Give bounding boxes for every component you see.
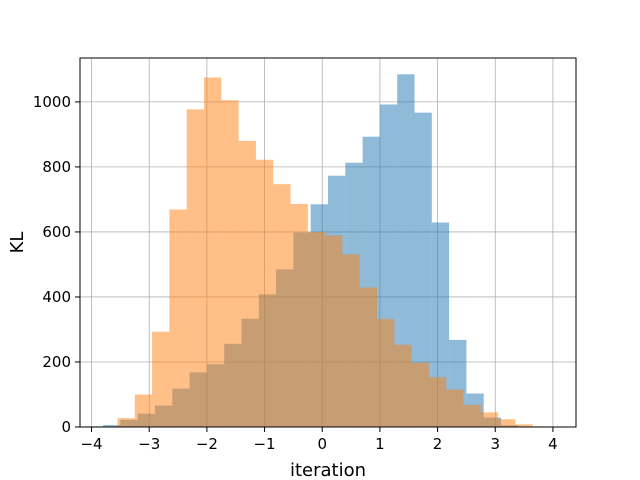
histogram-bar-series-2 xyxy=(134,394,153,427)
x-tick-label: −1 xyxy=(253,435,275,453)
y-tick-label: 600 xyxy=(42,223,71,241)
y-axis-title: KL xyxy=(7,232,28,254)
x-tick-label: −3 xyxy=(138,435,160,453)
histogram-bar-series-2 xyxy=(290,203,308,427)
x-tick-label: −2 xyxy=(196,435,218,453)
x-tick-label: 3 xyxy=(490,435,500,453)
histogram-bar-series-2 xyxy=(480,412,499,427)
histogram-bar-series-1 xyxy=(397,74,415,428)
histogram-bar-series-2 xyxy=(359,287,378,427)
y-tick-label: 1000 xyxy=(33,93,71,111)
histogram-bar-series-2 xyxy=(117,418,135,427)
histogram-bar-series-2 xyxy=(394,344,412,427)
y-tick-label: 800 xyxy=(42,158,71,176)
histogram-bar-series-2 xyxy=(186,109,204,427)
histogram-bar-series-2 xyxy=(463,404,481,427)
histogram-bar-series-2 xyxy=(307,231,326,427)
histogram-bar-series-1 xyxy=(103,425,121,427)
y-tick-label: 0 xyxy=(61,418,71,436)
histogram-bar-series-2 xyxy=(428,377,447,427)
x-tick-label: 0 xyxy=(317,435,327,453)
histogram-bars xyxy=(85,74,551,428)
histogram-bar-series-1 xyxy=(431,222,450,427)
histogram-bar-series-2 xyxy=(221,100,239,428)
x-tick-label: 4 xyxy=(548,435,558,453)
y-tick-label: 200 xyxy=(42,353,71,371)
axis-ticks: −4 −3 −2 −1 0 1 2 3 4 0 200 400 600 800 1000 xyxy=(33,93,558,453)
histogram-bar-series-2 xyxy=(342,254,360,427)
histogram-bar-series-2 xyxy=(498,419,516,427)
histogram-bar-series-2 xyxy=(255,159,274,428)
y-tick-label: 400 xyxy=(42,288,71,306)
x-tick-label: −4 xyxy=(80,435,102,453)
x-axis-title: iteration xyxy=(290,460,366,480)
histogram-bar-series-2 xyxy=(238,140,256,427)
histogram-bar-series-2 xyxy=(515,424,533,427)
plot-frame xyxy=(79,57,577,428)
x-tick-label: 2 xyxy=(433,435,443,453)
histogram-bar-series-1 xyxy=(414,112,432,427)
histogram-bar-series-2 xyxy=(273,184,291,427)
histogram-bar-series-2 xyxy=(411,362,429,427)
histogram-bar-series-2 xyxy=(169,209,187,427)
x-tick-label: 1 xyxy=(375,435,385,453)
histogram-bar-series-2 xyxy=(446,389,464,427)
histogram-bar-series-2 xyxy=(152,331,170,427)
histogram-bar-series-2 xyxy=(377,319,395,427)
histogram-bar-series-2 xyxy=(325,235,343,427)
histogram-bar-series-2 xyxy=(204,77,222,428)
